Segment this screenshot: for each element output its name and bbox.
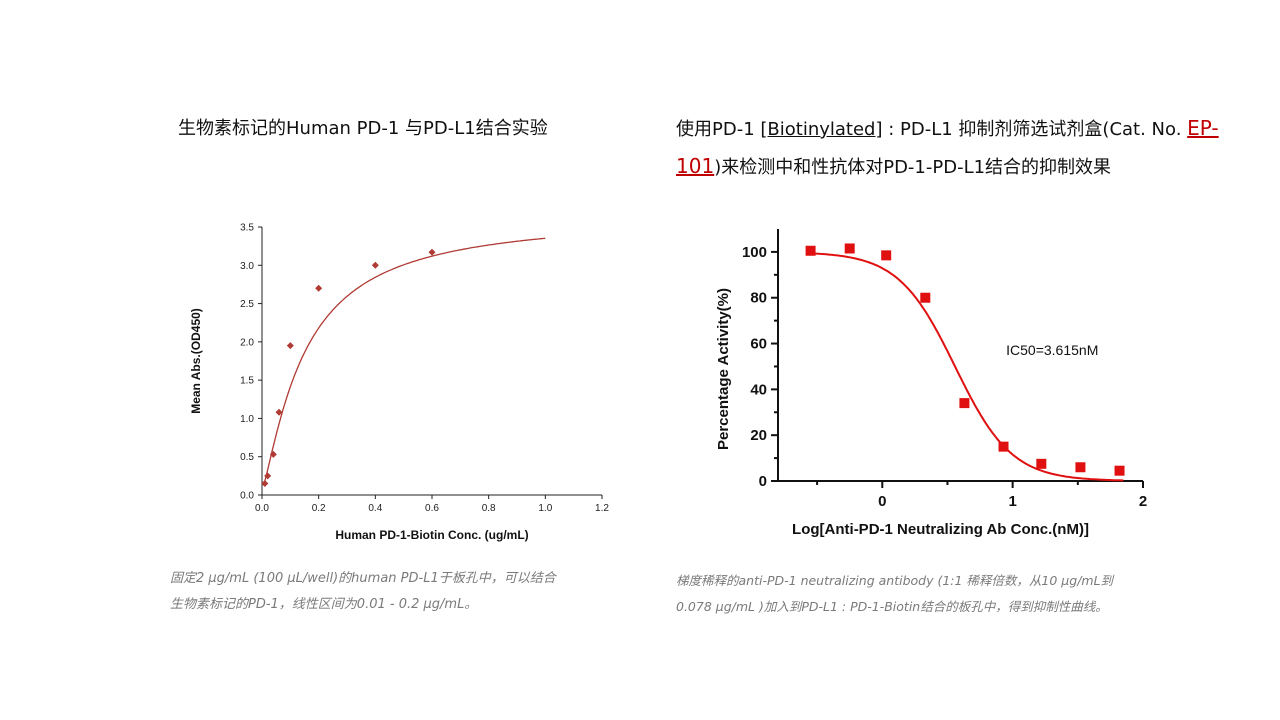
data-point	[1075, 462, 1086, 473]
y-axis-label: Mean Abs.(OD450)	[189, 308, 203, 414]
y-tick-label: 0	[759, 473, 767, 490]
right-caption-line2: 0.078 μg/mL )加入到PD-L1 : PD-1-Biotin结合的板孔…	[676, 599, 1108, 614]
data-point	[264, 472, 272, 480]
x-tick-label: 0.6	[425, 503, 439, 514]
y-tick-label: 0.0	[240, 491, 254, 502]
x-tick-label: 1.2	[595, 503, 609, 514]
right-caption-line1: 梯度稀释的anti-PD-1 neutralizing antibody (1:…	[676, 573, 1114, 588]
data-point	[371, 261, 379, 269]
data-point	[998, 441, 1009, 452]
data-point	[261, 480, 269, 488]
data-point	[920, 292, 931, 303]
left-chart-title: 生物素标记的Human PD-1 与PD-L1结合实验	[178, 118, 548, 139]
data-point	[959, 398, 970, 409]
y-axis-label: Percentage Activity(%)	[715, 288, 732, 450]
binding-curve-chart: 0.0 0.2 0.4 0.6 0.8 1.0 1.2 0.0 0.5 1.0 1.5 2.0 2.5 3…	[189, 223, 609, 543]
x-axis-label: Log[Anti-PD-1 Neutralizing Ab Conc.(nM)]	[792, 521, 1089, 538]
x-tick-label: 0.0	[255, 503, 269, 514]
right-chart-title: 使用PD-1 [Biotinylated] : PD-L1 抑制剂筛选试剂盒(C…	[676, 110, 1246, 186]
y-tick-label: 20	[750, 427, 767, 444]
left-caption-line1: 固定2 μg/mL (100 μL/well)的human PD-L1于板孔中，…	[170, 571, 556, 586]
data-point	[844, 243, 855, 254]
x-axis-label: Human PD-1-Biotin Conc. (ug/mL)	[335, 528, 528, 542]
y-tick-label: 60	[750, 336, 767, 353]
y-tick-label: 40	[750, 381, 767, 398]
left-caption: 固定2 μg/mL (100 μL/well)的human PD-L1于板孔中，…	[170, 566, 650, 618]
left-caption-line2: 生物素标记的PD-1，线性区间为0.01 - 0.2 μg/mL。	[170, 597, 478, 612]
catalog-link[interactable]: EP-101	[676, 116, 1219, 178]
x-tick-label: 0.2	[312, 503, 326, 514]
x-tick-label: 0.8	[482, 503, 496, 514]
data-point	[805, 245, 816, 256]
ic50-annotation: IC50=3.615nM	[1006, 342, 1098, 358]
data-point	[1036, 458, 1047, 469]
y-tick-label: 100	[742, 244, 767, 261]
right-title-part3: : PD-L1 抑制剂筛选试剂盒(Cat. No.	[882, 119, 1188, 140]
y-tick-label: 3.0	[240, 261, 254, 272]
x-tick-label: 1.0	[538, 503, 552, 514]
x-tick-label: 0	[878, 493, 886, 510]
data-point	[881, 250, 892, 261]
data-point	[275, 408, 283, 416]
y-tick-label: 2.0	[240, 337, 254, 348]
data-point	[269, 450, 277, 458]
data-point	[286, 342, 294, 350]
fit-curve	[264, 237, 546, 482]
right-caption: 梯度稀释的anti-PD-1 neutralizing antibody (1:…	[676, 568, 1196, 620]
data-point	[428, 248, 436, 256]
data-point	[315, 284, 323, 292]
x-tick-label: 1	[1008, 493, 1016, 510]
y-tick-label: 1.0	[240, 414, 254, 425]
right-title-part4: )来检测中和性抗体对PD-1-PD-L1结合的抑制效果	[714, 157, 1112, 178]
y-tick-label: 80	[750, 290, 767, 307]
y-tick-label: 0.5	[240, 452, 254, 463]
fit-curve	[810, 252, 1124, 482]
y-tick-label: 2.5	[240, 299, 254, 310]
data-point	[1114, 465, 1125, 476]
x-tick-label: 0.4	[368, 503, 382, 514]
y-tick-label: 3.5	[240, 223, 254, 234]
x-tick-label: 2	[1139, 493, 1147, 510]
right-title-part1: 使用PD-1	[676, 119, 761, 140]
y-tick-label: 1.5	[240, 376, 254, 387]
right-title-biotinylated: [Biotinylated]	[760, 119, 883, 140]
